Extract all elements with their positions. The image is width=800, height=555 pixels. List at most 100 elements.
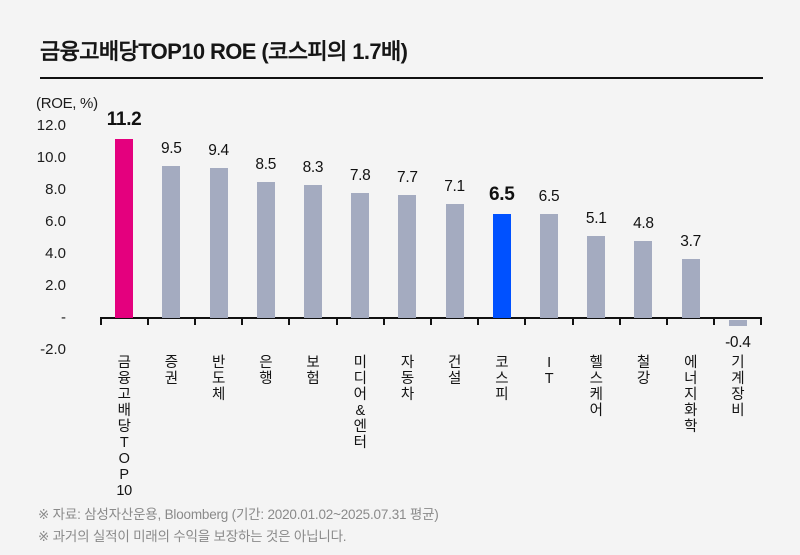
axis-tick — [429, 319, 432, 325]
y-tick-label: 8.0 — [45, 181, 66, 198]
x-category-label-char: 당 — [117, 419, 131, 435]
axis-tick — [666, 319, 669, 325]
bar-value-label: 7.7 — [397, 168, 418, 186]
x-category-label-char: 계 — [731, 371, 745, 387]
axis-tick — [193, 319, 196, 325]
axis-tick — [146, 319, 149, 325]
x-category-label-char: 금 — [117, 355, 131, 371]
axis-tick — [288, 319, 291, 325]
bar — [539, 214, 558, 318]
x-category-label-char: 비 — [731, 403, 745, 419]
axis-tick — [524, 319, 527, 325]
x-category-label-char: 미 — [353, 355, 367, 371]
axis-tick — [335, 319, 338, 325]
x-category-label-char: P — [119, 467, 129, 483]
y-tick-label: 4.0 — [45, 245, 66, 262]
y-tick-label: -2.0 — [40, 341, 66, 358]
bar-value-label: 6.5 — [538, 188, 560, 205]
x-category-label-char: 차 — [400, 387, 414, 403]
bar-value-label: 9.4 — [208, 141, 229, 159]
bar-value-label: 7.1 — [444, 178, 465, 196]
x-category-label: 금 융 고 배 당 T O P 10 — [101, 355, 147, 499]
x-category-label-char: 터 — [353, 435, 367, 451]
x-category-label-char: 보 — [306, 355, 320, 371]
x-category-label-char: 10 — [116, 483, 132, 499]
x-category-label-char: 헬 — [589, 355, 603, 371]
bar — [398, 194, 417, 318]
axis-tick — [713, 319, 716, 325]
x-category-label-char: 장 — [731, 387, 745, 403]
x-category-label-char: T — [119, 435, 129, 451]
x-category-label-char: 지 — [684, 387, 698, 403]
y-tick-label: 6.0 — [45, 213, 66, 230]
bar-value-label: -0.4 — [725, 334, 751, 352]
x-category-label-char: 은 — [259, 355, 273, 371]
axis-tick — [571, 319, 574, 325]
x-category-label-char: 반 — [211, 355, 226, 371]
y-axis-unit-label: (ROE, %) — [36, 95, 98, 112]
bar — [492, 214, 511, 318]
x-category-label-char: 증 — [164, 355, 178, 371]
bar-value-label: 9.5 — [160, 140, 182, 157]
x-category-label-char: 어 — [589, 403, 603, 419]
bar-value-label: 8.3 — [302, 159, 324, 177]
y-tick-label: 2.0 — [45, 277, 66, 294]
x-category-label-char: & — [355, 403, 365, 419]
x-category-label-char: 험 — [306, 371, 320, 387]
x-category-label: 미 디 어 & 엔 터 — [337, 355, 383, 451]
bar — [445, 204, 464, 318]
axis-tick — [760, 319, 763, 325]
x-category-label-char: 스 — [589, 371, 603, 387]
bar-value-label: 4.8 — [633, 215, 654, 233]
x-category-label-char: 건 — [448, 355, 462, 371]
x-category-label-char: 배 — [117, 403, 131, 419]
x-category-label-char: T — [544, 371, 554, 387]
bar — [162, 166, 181, 318]
x-category-label-char: 권 — [164, 371, 178, 387]
bar-value-label: 7.8 — [349, 167, 371, 185]
bar-value-label: 3.7 — [680, 232, 701, 250]
bar-value-label: 5.1 — [585, 210, 607, 228]
disclaimer-note: ※ 과거의 실적이 미래의 수익을 보장하는 것은 아닙니다. — [38, 529, 347, 544]
footnote: ※ 자료: 삼성자산운용, Bloomberg (기간: 2020.01.02~… — [38, 504, 778, 548]
bar — [209, 167, 228, 318]
x-category-label-char: 어 — [353, 387, 367, 403]
y-tick-label: - — [61, 309, 66, 326]
axis-tick — [382, 319, 385, 325]
bar — [303, 185, 322, 318]
x-category-label-char: 강 — [636, 371, 650, 387]
x-category-label-char: 에 — [684, 355, 698, 371]
x-axis-line — [100, 317, 762, 319]
x-category-label-char: 융 — [117, 371, 131, 387]
chart-title: 금융고배당TOP10 ROE (코스피의 1.7배) — [40, 39, 408, 64]
bar-value-label: 8.5 — [255, 156, 277, 173]
source-note: ※ 자료: 삼성자산운용, Bloomberg (기간: 2020.01.02~… — [38, 507, 439, 522]
bar — [115, 138, 134, 318]
bar — [634, 241, 653, 318]
y-tick-label: 12.0 — [36, 117, 66, 134]
x-category-label-char: O — [118, 451, 130, 467]
x-category-label-char: 고 — [117, 387, 131, 403]
x-category-label-char: 케 — [589, 387, 603, 403]
x-category-label-char: 피 — [495, 387, 509, 403]
axis-tick — [99, 319, 102, 325]
bar — [728, 320, 747, 327]
x-category-label-char: 설 — [448, 371, 462, 387]
x-category-label-char: 동 — [400, 371, 414, 387]
x-category-label-char: 디 — [353, 371, 367, 387]
x-category-label-char: 자 — [400, 355, 414, 371]
x-category-label-char: 기 — [731, 355, 745, 371]
y-tick-label: 10.0 — [36, 149, 66, 166]
x-category-label-char: 코 — [495, 355, 509, 371]
bar-value-label: 6.5 — [489, 184, 515, 205]
axis-tick — [241, 319, 244, 325]
